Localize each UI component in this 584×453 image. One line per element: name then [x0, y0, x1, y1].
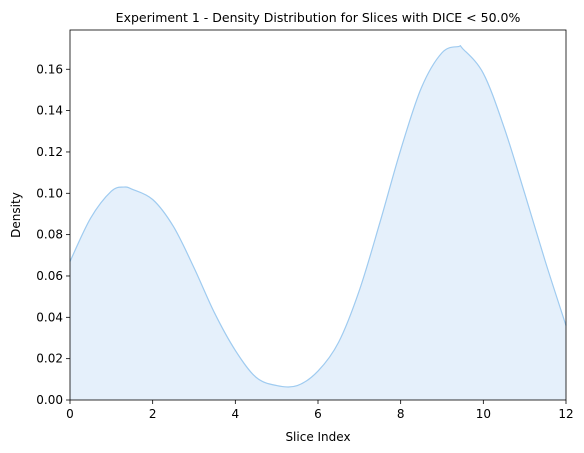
y-tick-label: 0.00: [36, 393, 63, 407]
y-tick-label: 0.16: [36, 62, 63, 76]
x-axis-label: Slice Index: [285, 430, 350, 444]
y-tick-label: 0.02: [36, 352, 63, 366]
x-tick-label: 6: [314, 407, 322, 421]
x-tick-label: 2: [149, 407, 157, 421]
x-tick-label: 10: [476, 407, 491, 421]
y-axis-ticks: 0.00 0.02 0.04 0.06 0.08 0.10 0.12 0.14 0.16: [36, 62, 70, 407]
density-area-fill: [70, 45, 566, 400]
x-tick-label: 0: [66, 407, 74, 421]
x-tick-label: 4: [232, 407, 240, 421]
y-tick-label: 0.08: [36, 228, 63, 242]
density-curve-line: [69, 45, 567, 388]
y-tick-label: 0.04: [36, 310, 63, 324]
x-tick-label: 8: [397, 407, 405, 421]
y-tick-label: 0.12: [36, 145, 63, 159]
y-axis-label: Density: [9, 192, 23, 238]
x-tick-label: 12: [558, 407, 573, 421]
y-tick-label: 0.06: [36, 269, 63, 283]
y-tick-label: 0.14: [36, 104, 63, 118]
x-axis-ticks: 0 2 4 6 8 10 12: [66, 400, 574, 421]
plot-area: [69, 45, 567, 400]
chart-title: Experiment 1 - Density Distribution for …: [116, 10, 521, 25]
y-tick-label: 0.10: [36, 186, 63, 200]
